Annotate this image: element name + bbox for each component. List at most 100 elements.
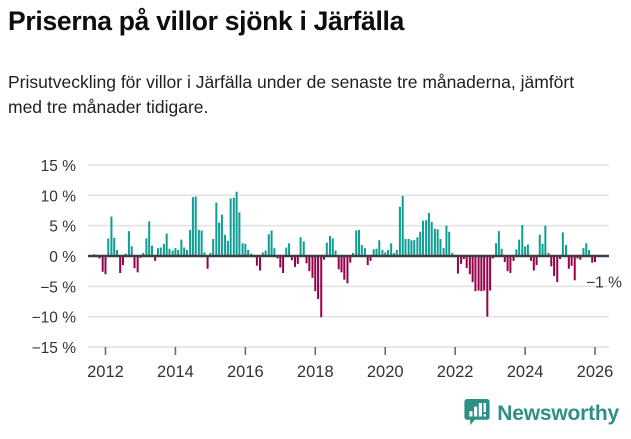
chart-bar	[369, 256, 372, 261]
chart-x-axis-labels: 2012 2014 2016 2018 2020 2022 2024 2026	[87, 363, 613, 381]
chart-bar	[392, 252, 395, 256]
chart-bar	[101, 256, 104, 272]
chart-bar	[404, 239, 407, 256]
y-axis-tick-label: −15 %	[32, 340, 77, 357]
x-axis-tick-label: 2016	[227, 363, 264, 381]
chart-bar	[273, 248, 276, 256]
chart-bar	[288, 243, 291, 256]
chart-bar	[357, 229, 360, 256]
chart-bar	[110, 216, 113, 256]
chart-bar	[244, 243, 247, 256]
chart-bar	[442, 248, 445, 256]
chart-bar	[372, 249, 375, 256]
chart-bar	[150, 245, 153, 256]
x-axis-tick-label: 2014	[157, 363, 194, 381]
chart-bar	[282, 256, 285, 273]
chart-bar	[314, 256, 317, 292]
chart-bar	[352, 252, 355, 256]
chart-bar	[456, 256, 459, 274]
chart-bar	[445, 225, 448, 256]
chart-bar	[279, 256, 282, 268]
chart-bar	[591, 256, 594, 263]
chart-bar	[349, 256, 352, 263]
chart-bar	[305, 256, 308, 264]
chart-bar	[177, 249, 180, 256]
chart-bar	[387, 249, 390, 256]
chart-bar	[104, 256, 107, 275]
chart-bar	[430, 222, 433, 256]
y-axis-tick-label: −10 %	[32, 310, 77, 327]
chart-bar	[294, 256, 296, 267]
chart-bar	[556, 256, 559, 283]
chart-bar	[366, 256, 369, 266]
chart-bar	[331, 238, 334, 256]
chart-bar	[439, 239, 442, 256]
chart-bar	[241, 243, 244, 256]
chart-bar	[451, 252, 454, 256]
chart-bar	[506, 256, 509, 272]
chart-bar	[360, 245, 363, 256]
chart-bar	[355, 230, 358, 256]
chart-bar	[180, 239, 183, 256]
chart-bar	[526, 244, 529, 256]
chart-bar	[471, 256, 474, 283]
chart-bar	[524, 246, 527, 256]
chart-annotations: −1 %	[586, 274, 622, 291]
chart-bar	[261, 252, 264, 256]
chart-bar	[343, 256, 346, 280]
chart-bar	[174, 248, 177, 256]
chart-svg: 15 %10 %5 %0 %−5 %−10 %−15 % 2012 2014 201…	[32, 158, 622, 381]
chart-bar	[189, 229, 192, 256]
chart-bar	[238, 212, 241, 256]
chart-bar	[541, 243, 544, 256]
y-axis-tick-label: −5 %	[40, 279, 76, 296]
x-axis-tick-label: 2018	[297, 363, 334, 381]
chart-bar	[311, 256, 314, 278]
y-axis-tick-label: 0 %	[49, 249, 76, 266]
chart-bar	[212, 239, 215, 256]
chart-bar	[119, 256, 122, 273]
chart-bar	[145, 238, 148, 256]
chart-footer: Newsworthy	[0, 396, 631, 439]
chart-bar	[561, 232, 564, 256]
chart-bar	[197, 229, 200, 256]
chart-bar	[296, 256, 299, 264]
chart-bar	[564, 245, 567, 256]
chart-bar	[168, 248, 171, 256]
page-title: Priserna på villor sjönk i Järfälla	[8, 6, 405, 36]
chart-bar	[381, 249, 384, 256]
chart-bar	[518, 239, 521, 256]
y-axis-tick-label: 5 %	[49, 219, 76, 236]
chart-bar	[579, 256, 582, 260]
newsworthy-logo[interactable]: Newsworthy	[464, 398, 619, 428]
chart-bar	[325, 242, 328, 256]
chart-bar	[107, 238, 110, 256]
chart-bar	[328, 235, 331, 256]
chart-bar	[570, 256, 573, 266]
chart-bar	[130, 246, 133, 256]
chart-bar	[232, 197, 235, 256]
chart-bar	[255, 256, 258, 266]
chart-bar	[512, 256, 515, 261]
chart-y-axis-labels: 15 % 10 % 5 % 0 % −5 % −10 % −15 %	[32, 158, 77, 357]
chart-bar	[433, 228, 436, 256]
chart-bar	[133, 256, 136, 269]
chart-bar	[448, 231, 451, 256]
x-axis-tick-label: 2024	[507, 363, 544, 381]
chart-bar	[530, 256, 533, 261]
chart-bar	[462, 256, 465, 260]
chart-bar	[229, 198, 232, 256]
chart-bar	[585, 243, 588, 256]
chart-bar	[489, 256, 492, 291]
chart-bar	[395, 249, 398, 256]
chart-bar	[200, 230, 203, 256]
chart-bar	[183, 247, 186, 256]
chart-bar	[156, 248, 159, 256]
chart-bar	[116, 249, 119, 256]
chart-bar	[410, 240, 413, 256]
chart-bar	[171, 250, 174, 256]
page-subtitle: Prisutveckling för villor i Järfälla und…	[8, 72, 575, 118]
x-axis-tick-label: 2022	[437, 363, 474, 381]
chart-bar	[142, 252, 145, 256]
